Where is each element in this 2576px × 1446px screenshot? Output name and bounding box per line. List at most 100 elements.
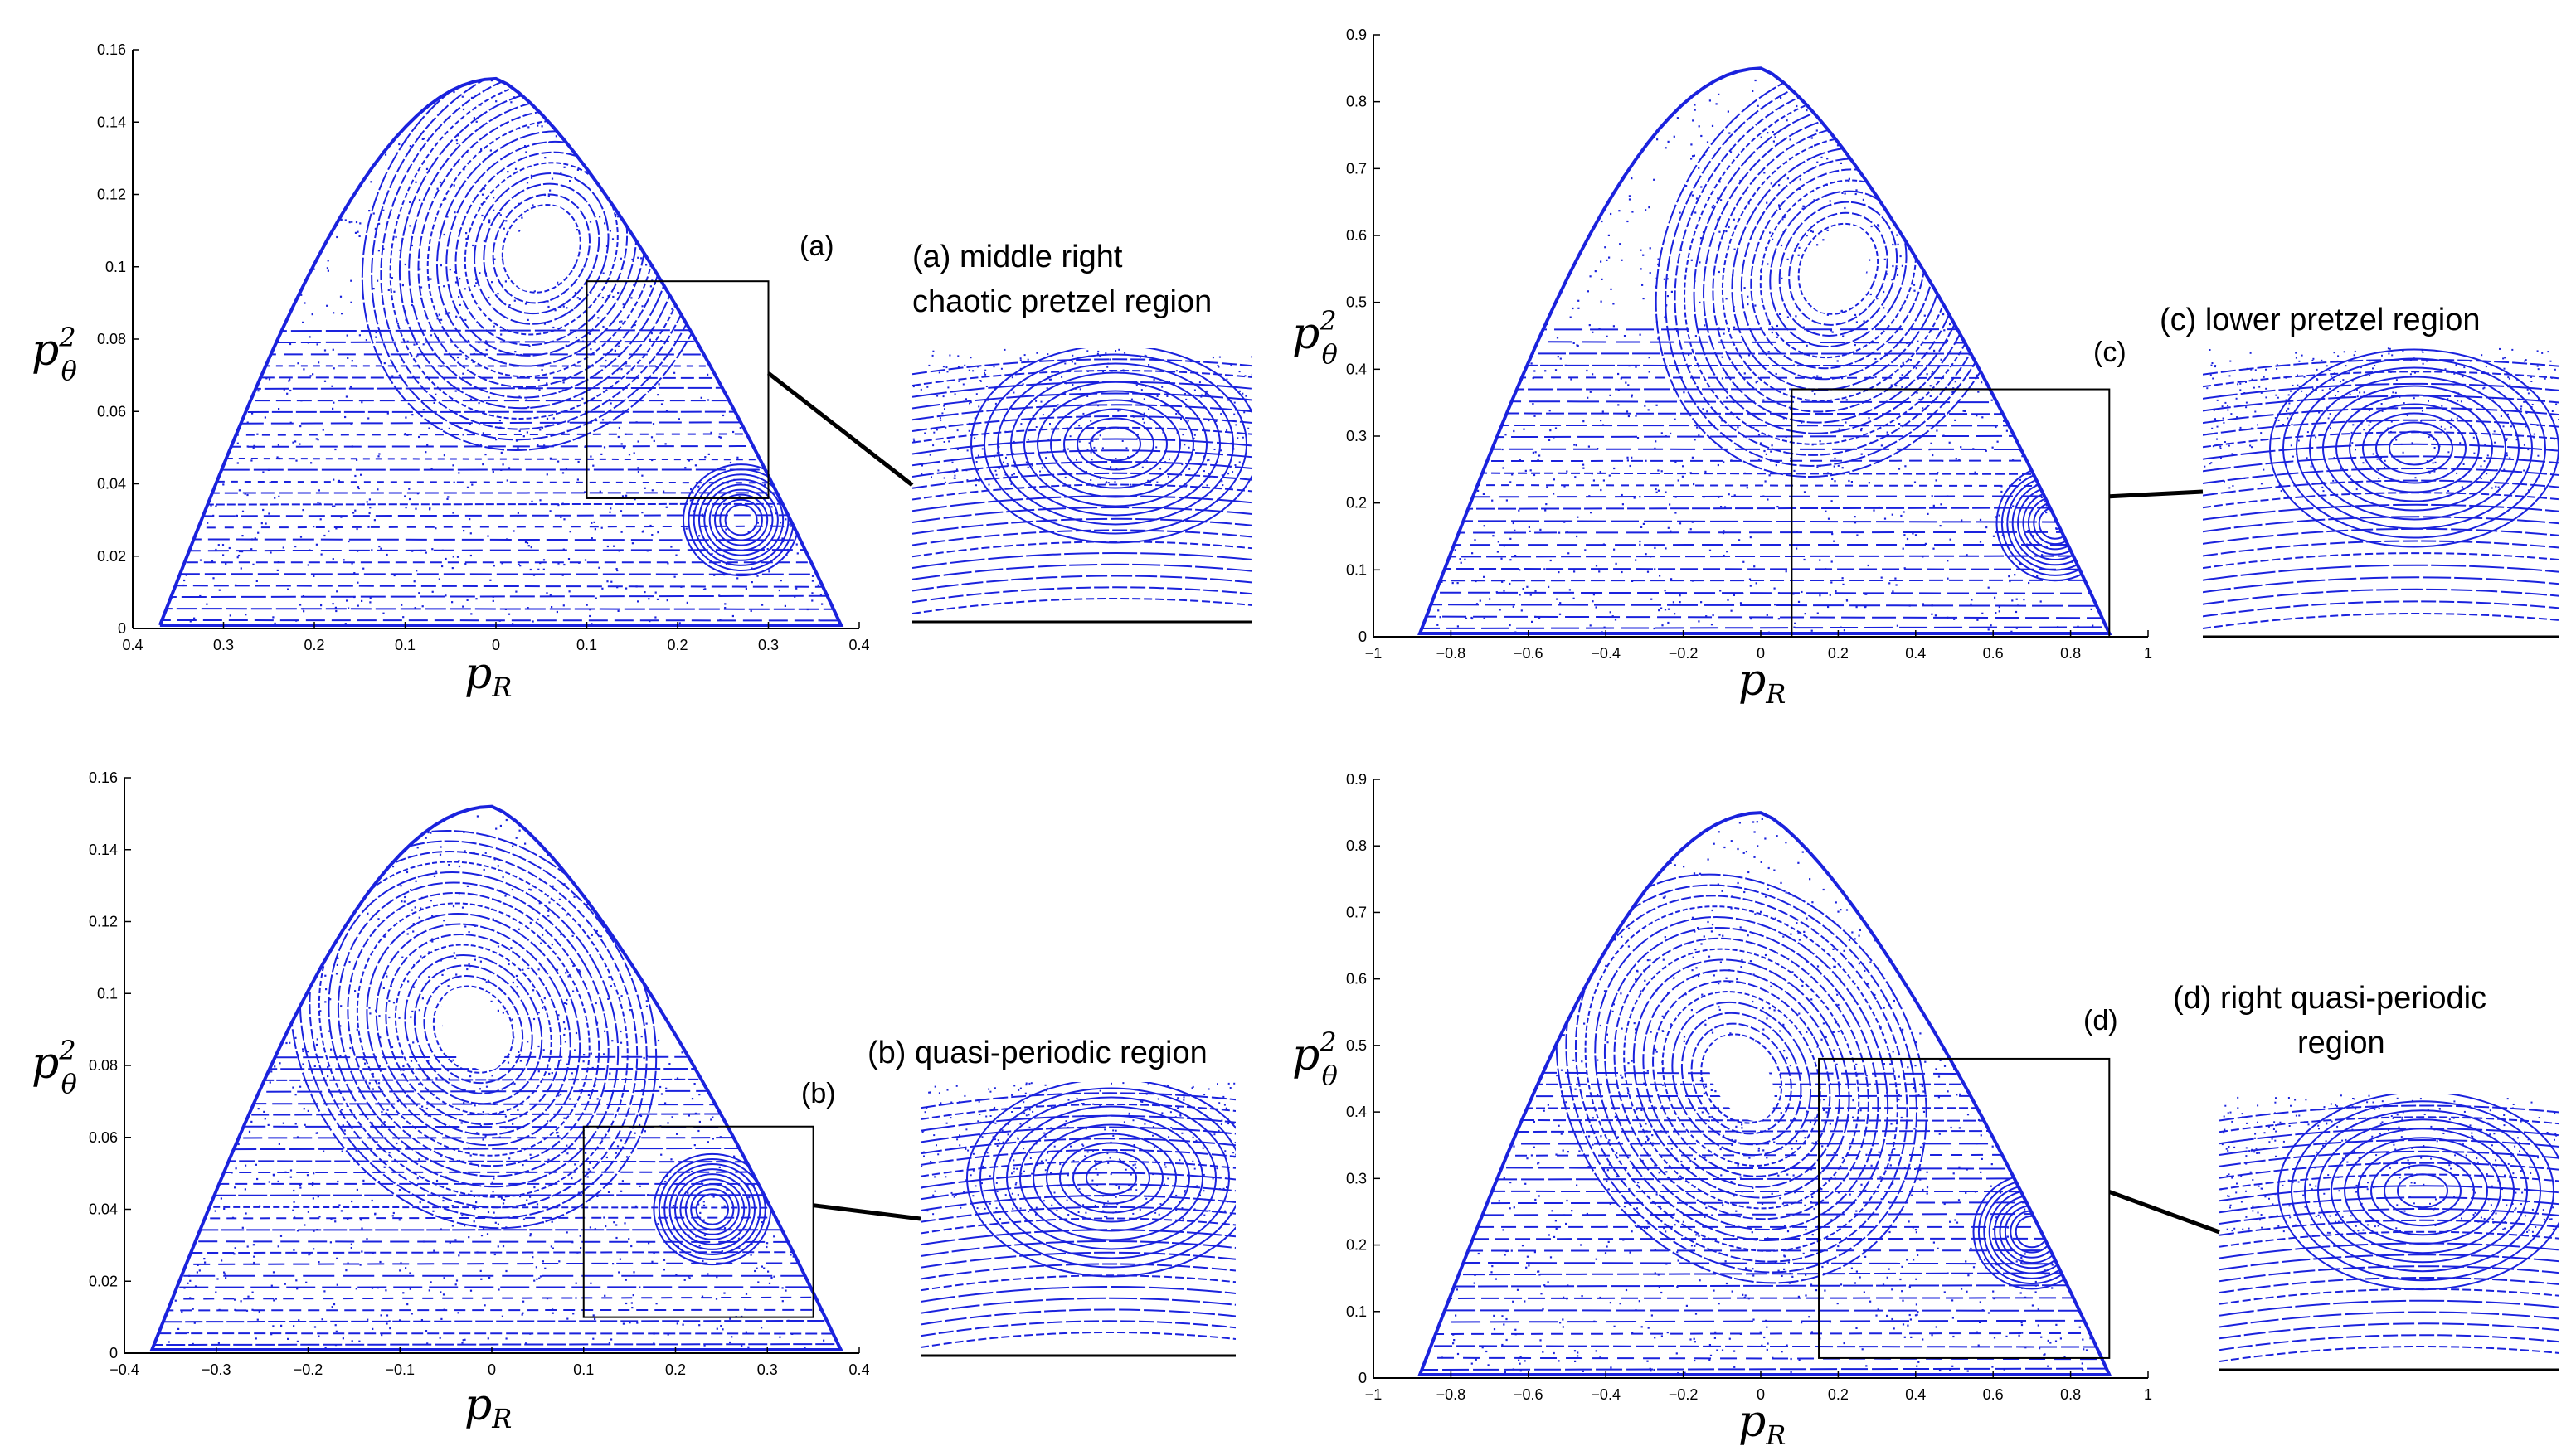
zoom-connector-c — [2109, 489, 2204, 499]
x-tick-label: −1 — [1365, 1386, 1383, 1403]
x-tick-label: 0.2 — [1828, 645, 1849, 662]
x-tick-label: −0.4 — [109, 1361, 139, 1378]
axes-b: −0.4 −0.3 −0.2 −0.1 0 0.1 0.2 0.3 0.4 0 0.02 0.04 0.… — [89, 769, 870, 1378]
domain-boundary-d — [1417, 811, 2112, 1376]
x-tick-label: 0.4 — [1905, 1386, 1926, 1403]
x-tick-label: −0.1 — [385, 1361, 415, 1378]
x-tick-label: −0.6 — [1514, 645, 1543, 662]
y-tick-label: 0.4 — [1346, 361, 1367, 377]
x-tick-label: 0.4 — [1905, 645, 1926, 662]
x-tick-label: 0 — [492, 637, 500, 653]
y-tick-label: 0 — [109, 1345, 118, 1361]
x-tick-label: 0.4 — [122, 637, 143, 653]
y-tick-label: 0 — [1358, 1370, 1367, 1386]
x-axis-label: pR — [464, 649, 512, 703]
inset-a — [912, 348, 1252, 614]
y-tick-label: 0.8 — [1346, 94, 1367, 110]
x-tick-label: −0.3 — [202, 1361, 231, 1378]
domain-boundary-c — [1417, 66, 2112, 635]
x-tick-label: 0.1 — [573, 1361, 594, 1378]
x-tick-label: −0.8 — [1436, 1386, 1466, 1403]
y-axis-label: p2 θ — [32, 322, 77, 386]
y-tick-label: 0.2 — [1346, 495, 1367, 512]
y-tick-label: 0.12 — [97, 187, 126, 203]
y-tick-label: 0.1 — [1346, 561, 1367, 578]
panel-a: 0.4 0.3 0.2 0.1 0 0.1 0.2 0.3 0.400.020.040.060.… — [32, 41, 1252, 703]
inset-b — [921, 1082, 1236, 1348]
y-tick-label: 0.06 — [89, 1129, 118, 1146]
inset-title-d: (d) right quasi-periodic — [2173, 981, 2486, 1016]
panel-c: −1 −0.8 −0.6 −0.4 −0.2 0 0.2 0.4 0.6 0.8 1 0 0.1 0.2 0… — [1292, 27, 2559, 710]
x-tick-label: 0.4 — [848, 637, 869, 653]
zoom-box-a — [586, 280, 770, 499]
x-tick-label: 0.2 — [1828, 1386, 1849, 1403]
x-tick-label: −1 — [1365, 645, 1383, 662]
y-tick-label: 0.3 — [1346, 1170, 1367, 1186]
scatter-points-c — [1420, 68, 2110, 634]
y-axis-label: p2 θ — [1292, 305, 1338, 370]
panel-tag-d: (d) — [2083, 1005, 2118, 1036]
y-axis-label: p2 θ — [32, 1035, 77, 1099]
inset-title-c: (c) lower pretzel region — [2160, 303, 2480, 337]
x-tick-label: −0.6 — [1514, 1386, 1543, 1403]
y-tick-label: 0.04 — [97, 476, 126, 493]
x-tick-label: 1 — [2144, 645, 2152, 662]
x-axis-label: pR — [1738, 656, 1786, 710]
y-tick-label: 0.06 — [97, 403, 126, 420]
y-tick-label: 0.8 — [1346, 837, 1367, 854]
scatter-points-b — [152, 806, 841, 1350]
zoom-box-c — [1791, 388, 2111, 638]
inset-d — [2219, 1094, 2559, 1362]
inset-title-a: chaotic pretzel region — [912, 284, 1212, 319]
y-tick-label: 0.04 — [89, 1201, 118, 1218]
x-tick-label: 0.8 — [2060, 1386, 2081, 1403]
y-tick-label: 0.7 — [1346, 160, 1367, 177]
y-tick-label: 0.14 — [97, 114, 126, 130]
domain-boundary-b — [149, 804, 844, 1351]
y-tick-label: 0.02 — [89, 1273, 118, 1289]
scatter-points-a — [159, 78, 842, 625]
zoom-connector-a — [766, 371, 914, 487]
x-tick-label: 0 — [1757, 645, 1765, 662]
y-tick-label: 0.1 — [97, 985, 118, 1002]
x-tick-label: −0.4 — [1591, 1386, 1621, 1403]
y-tick-label: 0.16 — [97, 41, 126, 58]
y-tick-label: 0.5 — [1346, 1037, 1367, 1054]
x-tick-label: −0.2 — [294, 1361, 323, 1378]
y-tick-label: 0.6 — [1346, 227, 1367, 244]
domain-boundary-a — [158, 76, 844, 627]
x-tick-label: 0.1 — [576, 637, 597, 653]
x-axis-label: pR — [464, 1380, 512, 1434]
x-tick-label: −0.4 — [1591, 645, 1621, 662]
inset-c — [2203, 347, 2559, 629]
x-tick-label: 0.2 — [304, 637, 324, 653]
inset-title-b: (b) quasi-periodic region — [868, 1036, 1208, 1070]
y-tick-label: 0.1 — [1346, 1303, 1367, 1320]
x-tick-label: 0.3 — [757, 1361, 778, 1378]
axes-d: −1 −0.8 −0.6 −0.4 −0.2 0 0.2 0.4 0.6 0.8 1 0 0.1 0.2 0… — [1346, 771, 2152, 1403]
y-tick-label: 0.9 — [1346, 771, 1367, 788]
y-tick-label: 0.16 — [89, 769, 118, 786]
y-tick-label: 0.1 — [105, 259, 126, 275]
y-tick-label: 0.08 — [97, 331, 126, 347]
zoom-box-d — [1818, 1057, 2111, 1359]
inset-title-a: (a) middle right — [912, 240, 1123, 274]
y-tick-label: 0.3 — [1346, 428, 1367, 444]
panel-d: −1 −0.8 −0.6 −0.4 −0.2 0 0.2 0.4 0.6 0.8 1 0 0.1 0.2 0… — [1292, 771, 2559, 1446]
x-tick-label: 0.6 — [1983, 645, 2004, 662]
y-tick-label: 0 — [1358, 628, 1367, 645]
panel-tag-c: (c) — [2093, 337, 2126, 368]
x-tick-label: 0.8 — [2060, 645, 2081, 662]
y-tick-label: 0.7 — [1346, 904, 1367, 920]
inset-title-d: region — [2297, 1026, 2385, 1060]
x-tick-label: −0.8 — [1436, 645, 1466, 662]
y-tick-label: 0.02 — [97, 548, 126, 565]
panel-tag-b: (b) — [801, 1078, 836, 1109]
y-tick-label: 0.4 — [1346, 1104, 1367, 1120]
x-tick-label: −0.2 — [1669, 1386, 1699, 1403]
y-axis-label: p2 θ — [1292, 1026, 1338, 1091]
x-tick-label: 1 — [2144, 1386, 2152, 1403]
zoom-box-b — [582, 1125, 814, 1318]
x-tick-label: 0.4 — [848, 1361, 869, 1378]
y-tick-label: 0.9 — [1346, 27, 1367, 43]
